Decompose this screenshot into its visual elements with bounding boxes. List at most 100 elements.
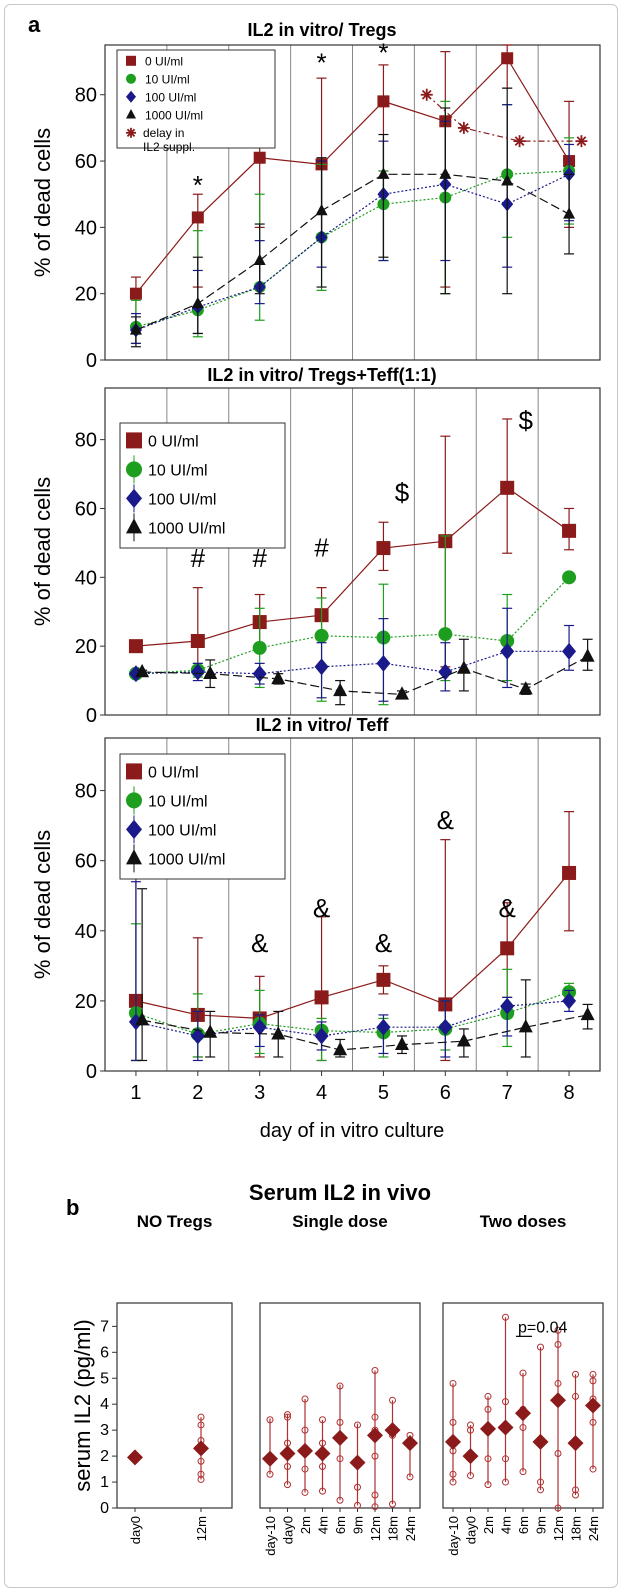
- data-point: [500, 941, 514, 955]
- significance-mark: $: [395, 478, 410, 508]
- x-tick-label: day-10: [263, 1516, 278, 1556]
- data-point: [253, 665, 267, 682]
- x-tick-label: 1: [130, 1082, 141, 1104]
- x-tick-label: 3: [254, 1082, 265, 1104]
- y-tick-label: 40: [75, 921, 97, 943]
- significance-mark: &: [375, 928, 392, 958]
- legend-label: 100 UI/ml: [145, 90, 196, 104]
- significance-mark: &: [437, 805, 454, 835]
- data-point: [562, 866, 576, 880]
- data-point: [376, 655, 390, 672]
- legend-label: 0 UI/ml: [148, 764, 199, 781]
- data-point: [333, 683, 347, 696]
- y-tick-label: 0: [100, 1500, 109, 1517]
- panel-label-b: b: [66, 1195, 79, 1220]
- mean-marker: [332, 1430, 348, 1446]
- y-axis-label: % of dead cells: [30, 477, 55, 626]
- mean-marker: [262, 1451, 278, 1467]
- data-point: [130, 288, 142, 300]
- significance-mark: *: [193, 170, 203, 200]
- y-tick-label: 3: [100, 1422, 109, 1439]
- mean-marker: [315, 1446, 331, 1462]
- mean-marker: [550, 1392, 566, 1408]
- mean-marker: [385, 1422, 401, 1438]
- y-tick-label: 0: [86, 705, 97, 727]
- y-tick-label: 80: [75, 781, 97, 803]
- y-tick-label: 40: [75, 567, 97, 589]
- mean-marker: [280, 1446, 296, 1462]
- x-tick-label: 2: [192, 1082, 203, 1104]
- x-tick-label: 24m: [586, 1516, 601, 1541]
- x-tick-label: 6m: [333, 1516, 348, 1534]
- legend-label: IL2 suppl.: [143, 140, 195, 154]
- data-point: [315, 990, 329, 1004]
- p-value-annotation: p=0.04: [518, 1319, 567, 1336]
- x-tick-label: 18m: [386, 1516, 401, 1541]
- y-tick-label: 60: [75, 851, 97, 873]
- x-tick-label: 18m: [569, 1516, 584, 1541]
- legend-label: 10 UI/ml: [148, 462, 208, 479]
- significance-mark: *: [378, 38, 388, 68]
- legend-label: 100 UI/ml: [148, 491, 216, 508]
- data-point: [519, 681, 533, 694]
- chart-panel-1: 020406080IL2 in vitro/ Tregs% of dead ce…: [30, 20, 600, 372]
- data-point: [395, 1037, 409, 1050]
- significance-mark: &: [313, 893, 330, 923]
- subpanel-title: NO Tregs: [137, 1212, 213, 1231]
- y-axis-label: % of dead cells: [30, 830, 55, 979]
- mean-marker: [402, 1435, 418, 1451]
- legend-label: 1000 UI/ml: [148, 851, 225, 868]
- serum-panel-2: Single dose day-10 day0 2m 4m 6m 9m 12m 18m 24m: [260, 1212, 420, 1556]
- y-tick-label: 40: [75, 217, 97, 239]
- y-tick-label: 0: [86, 1061, 97, 1083]
- significance-mark: *: [317, 48, 327, 78]
- x-tick-label: 12m: [194, 1516, 209, 1541]
- x-tick-label: 2m: [481, 1516, 496, 1534]
- y-axis-label: serum IL2 (pg/ml): [70, 1319, 95, 1491]
- plot-frame: [117, 1303, 232, 1508]
- data-point: [439, 167, 451, 178]
- data-point: [271, 671, 285, 684]
- legend: 0 UI/ml10 UI/ml100 UI/ml1000 UI/ml: [120, 754, 285, 879]
- chart-title: IL2 in vitro/ Tregs: [247, 20, 396, 40]
- y-tick-label: 7: [100, 1318, 109, 1335]
- legend-marker: [126, 432, 142, 448]
- significance-mark: #: [314, 533, 329, 563]
- legend-marker: [126, 128, 136, 138]
- y-tick-label: 4: [100, 1396, 109, 1413]
- legend-marker: [126, 763, 142, 779]
- panel-label-a: a: [28, 12, 41, 37]
- mean-marker: [480, 1421, 496, 1437]
- significance-mark: &: [251, 928, 268, 958]
- data-point: [421, 89, 433, 101]
- y-tick-label: 60: [75, 498, 97, 520]
- x-tick-label: 5: [378, 1082, 389, 1104]
- chart-title: IL2 in vitro/ Teff: [256, 715, 390, 735]
- data-point: [271, 1026, 285, 1039]
- chart-title: IL2 in vitro/ Tregs+Teff(1:1): [207, 365, 436, 385]
- data-point: [315, 629, 329, 643]
- data-point: [192, 211, 204, 223]
- data-point: [191, 634, 205, 648]
- mean-marker: [585, 1398, 601, 1414]
- data-point: [376, 973, 390, 987]
- legend-marker: [126, 74, 136, 84]
- data-point: [501, 52, 513, 64]
- mean-marker: [350, 1455, 366, 1471]
- x-tick-label: day0: [281, 1516, 296, 1544]
- y-tick-label: 0: [86, 350, 97, 372]
- legend-marker: [126, 56, 136, 66]
- data-point: [129, 639, 143, 653]
- data-point: [562, 570, 576, 584]
- mean-marker: [445, 1434, 461, 1450]
- x-tick-label: day0: [464, 1516, 479, 1544]
- y-tick-label: 5: [100, 1370, 109, 1387]
- x-tick-label: 2m: [298, 1516, 313, 1534]
- data-point: [563, 207, 575, 218]
- data-point: [438, 627, 452, 641]
- data-point: [377, 95, 389, 107]
- legend-label: 0 UI/ml: [148, 433, 199, 450]
- legend-label: 100 UI/ml: [148, 822, 216, 839]
- significance-mark: $: [519, 405, 534, 435]
